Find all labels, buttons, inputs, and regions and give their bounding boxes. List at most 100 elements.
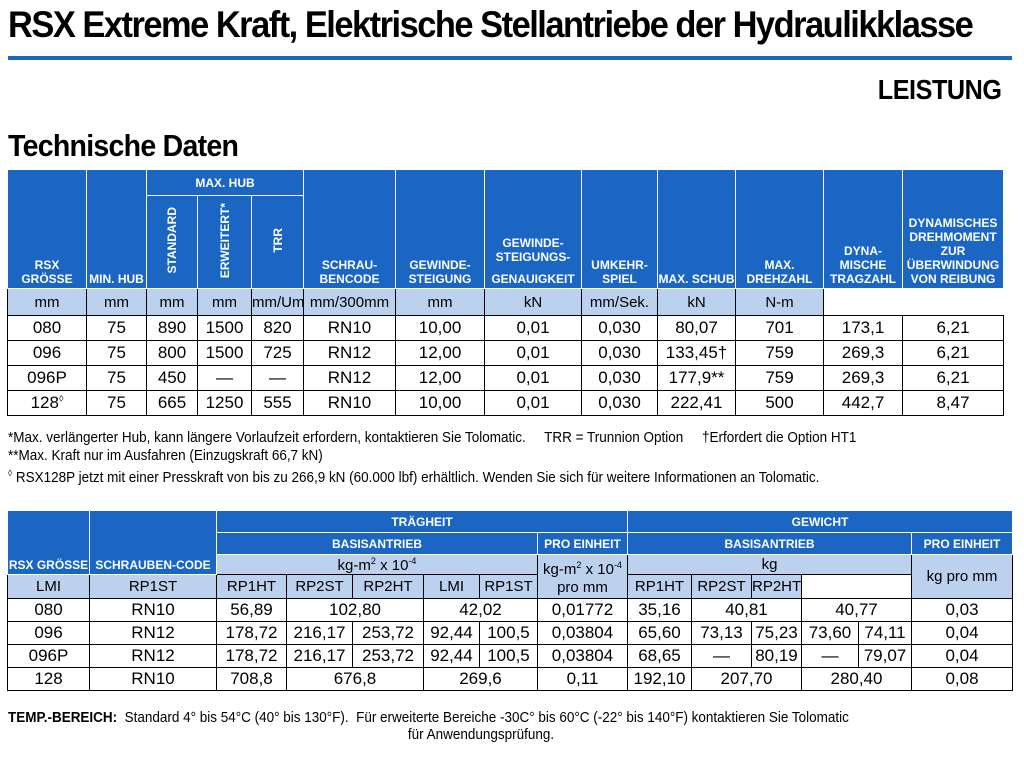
t1-cell: 177,9** bbox=[657, 365, 737, 391]
t1-size-mark: ◊ bbox=[58, 393, 64, 404]
t1-size-value: 128 bbox=[30, 393, 59, 412]
footnote-3-text: RSX128P jetzt mit einer Presskraft von b… bbox=[12, 469, 820, 486]
t2-header-inertia: TRÄGHEIT bbox=[216, 510, 628, 533]
t1-row: 096 75 800 1500 725 RN12 12,00 0,01 0,030 133,45†… bbox=[7, 340, 1005, 366]
t1-unit-2: mm bbox=[146, 288, 198, 316]
t2-col-inertia: RP1HT bbox=[216, 574, 287, 599]
t1-size-value: 096 bbox=[32, 343, 62, 362]
t1-cell: 75 bbox=[86, 365, 147, 391]
t2-cell-weight: 75,23 bbox=[751, 621, 802, 645]
header-lead-accuracy: GEWINDE-STEIGUNGS- GENAUIGKEIT bbox=[484, 169, 583, 289]
header-extended-label: ERWEITERT* bbox=[217, 202, 232, 279]
t2-cell-weight-rp1: 40,81 bbox=[691, 598, 802, 622]
t1-row: 080 75 890 1500 820 RN10 10,00 0,01 0,030 80,07 70… bbox=[7, 315, 1005, 341]
header-lead: GEWINDE-STEIGUNG bbox=[395, 169, 486, 289]
t2-row: 128 RN10 708,8 676,8 269,6 0,11 192,10 207,70 28… bbox=[7, 667, 1014, 691]
header-lead-accuracy-line1: GEWINDE-STEIGUNGS- bbox=[495, 236, 571, 264]
t1-cell: RN12 bbox=[303, 340, 397, 366]
t2-unit-inertia-b: x 10 bbox=[375, 556, 409, 574]
header-standard-label: STANDARD bbox=[165, 207, 179, 274]
t2-unit-per-unit-weight: kg pro mm bbox=[910, 554, 1014, 599]
t1-cell: 800 bbox=[146, 340, 198, 366]
t2-cell-weight: — bbox=[801, 644, 859, 668]
t1-cell: — bbox=[250, 365, 305, 391]
t2-col-inertia: LMI bbox=[7, 574, 90, 599]
t2-unit-inertia-a: kg-m bbox=[337, 556, 371, 574]
t2-row: 096 RN12 178,72 216,17 253,72 92,44 100,5 0,038… bbox=[7, 621, 1014, 645]
t1-cell-size: 128◊ bbox=[7, 390, 87, 416]
t1-size-value: 096P bbox=[27, 368, 67, 387]
t2-row: 096P RN12 178,72 216,17 253,72 92,44 100,5 0,03… bbox=[7, 644, 1014, 668]
t2-cell-weight: — bbox=[691, 644, 752, 668]
t2-row: 080 RN10 56,89 102,80 42,02 0,01772 35,16 40,81… bbox=[7, 598, 1014, 622]
t2-unit-inertia: kg-m2 x 10-4 bbox=[216, 554, 538, 575]
t2-header-base-weight: BASISANTRIEB bbox=[627, 532, 912, 555]
t2-cell-size: 080 bbox=[7, 598, 90, 622]
t1-cell: 1500 bbox=[197, 340, 252, 366]
t1-cell: 269,3 bbox=[823, 365, 904, 391]
t2-cell-inertia-rp1: 676,8 bbox=[286, 667, 424, 691]
t1-cell: 12,00 bbox=[395, 365, 486, 391]
t2-cell-inertia: 178,72 bbox=[216, 621, 287, 645]
header-max-speed: MAX. DREHZAHL bbox=[735, 169, 825, 289]
t1-unit-10: N-m bbox=[735, 288, 825, 316]
t2-cell-inertia-rp1: 102,80 bbox=[286, 598, 424, 622]
t1-cell: RN12 bbox=[303, 365, 397, 391]
technical-data-table: RSX GRÖSSE MIN. HUB MAX. HUB SCHRAU-BENC… bbox=[7, 169, 1005, 416]
t2-cell-weight-pro: 0,04 bbox=[910, 644, 1014, 668]
title-rule bbox=[8, 56, 1012, 60]
temperature-line-2: für Anwendungsprüfung. bbox=[407, 727, 555, 743]
footnote-2: **Max. Kraft nur im Ausfahren (Einzugskr… bbox=[8, 447, 323, 464]
t1-cell: 725 bbox=[250, 340, 305, 366]
header-screw-code: SCHRAU-BENCODE bbox=[303, 169, 397, 289]
t2-header-per-unit-weight: PRO EINHEIT bbox=[910, 532, 1014, 555]
t2-unit-pro-sup1: 2 bbox=[576, 560, 582, 570]
t2-cell-code: RN12 bbox=[89, 621, 217, 645]
t2-cell-inertia: 178,72 bbox=[216, 644, 287, 668]
t1-cell: 0,030 bbox=[581, 315, 659, 341]
t1-cell: 222,41 bbox=[657, 390, 737, 416]
t1-cell: 500 bbox=[735, 390, 825, 416]
t2-col-weight: RP1HT bbox=[627, 574, 692, 599]
t2-cell-size: 128 bbox=[7, 667, 90, 691]
header-extended: ERWEITERT* bbox=[197, 195, 252, 289]
t2-cell-inertia: 253,72 bbox=[352, 621, 424, 645]
t2-cell-weight: 79,07 bbox=[858, 644, 912, 668]
t1-cell: 0,030 bbox=[581, 365, 659, 391]
t2-header-per-unit-inertia: PRO EINHEIT bbox=[537, 532, 628, 555]
t1-cell: 6,21 bbox=[902, 340, 1005, 366]
t1-cell: 269,3 bbox=[823, 340, 904, 366]
t2-cell-weight-rp2: 40,77 bbox=[801, 598, 912, 622]
t1-row: 128◊ 75 665 1250 555 RN10 10,00 0,01 0,030 222,41… bbox=[7, 390, 1005, 416]
t2-col-inertia: RP2HT bbox=[352, 574, 424, 599]
footnotes: *Max. verlängerter Hub, kann längere Vor… bbox=[8, 430, 856, 487]
t2-cell-weight: 68,65 bbox=[627, 644, 692, 668]
t1-cell: 0,01 bbox=[484, 365, 583, 391]
t2-unit-pro-line2: pro mm bbox=[557, 579, 608, 596]
t1-unit-8: mm/Sek. bbox=[581, 288, 659, 316]
t2-cell-weight-lmi: 35,16 bbox=[627, 598, 692, 622]
t1-unit-3: mm bbox=[197, 288, 252, 316]
t2-cell-code: RN12 bbox=[89, 644, 217, 668]
temperature-range: TEMP.-BEREICH: Standard 4° bis 54°C (40°… bbox=[8, 710, 849, 744]
t2-column-labels: LMI RP1ST RP1HT RP2ST RP2HT LMI RP1ST RP1HT RP2S… bbox=[7, 574, 1013, 599]
t2-cell-code: RN10 bbox=[89, 598, 217, 622]
t1-cell: 75 bbox=[86, 315, 147, 341]
t2-cell-inertia-lmi: 56,89 bbox=[216, 598, 287, 622]
t2-cell-inertia: 253,72 bbox=[352, 644, 424, 668]
t2-col-inertia: RP2ST bbox=[286, 574, 353, 599]
header-dynamic-load: DYNA-MISCHE TRAGZAHL bbox=[823, 169, 904, 289]
t2-cell-weight: 65,60 bbox=[627, 621, 692, 645]
page-title: RSX Extreme Kraft, Elektrische Stellantr… bbox=[8, 4, 974, 45]
t2-cell-inertia-pro: 0,01772 bbox=[537, 598, 628, 622]
t2-header-base-inertia: BASISANTRIEB bbox=[216, 532, 538, 555]
t1-unit-7: kN bbox=[484, 288, 583, 316]
t1-cell: 1500 bbox=[197, 315, 252, 341]
t2-cell-weight: 74,11 bbox=[858, 621, 912, 645]
t1-cell: 0,01 bbox=[484, 390, 583, 416]
t2-col-weight: RP2HT bbox=[751, 574, 802, 599]
footnote-3: ◊ RSX128P jetzt mit einer Presskraft von… bbox=[8, 465, 856, 487]
t2-unit-weight: kg bbox=[627, 554, 912, 575]
t1-cell: 450 bbox=[146, 365, 198, 391]
header-friction-torque: DYNAMISCHES DREHMOMENT ZUR ÜBERWINDUNG V… bbox=[902, 169, 1005, 289]
